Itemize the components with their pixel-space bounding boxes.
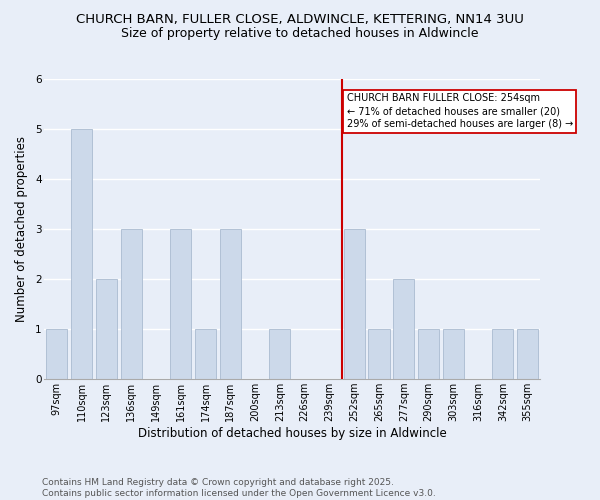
Text: CHURCH BARN, FULLER CLOSE, ALDWINCLE, KETTERING, NN14 3UU: CHURCH BARN, FULLER CLOSE, ALDWINCLE, KE… [76,12,524,26]
Bar [368,329,389,379]
Bar [220,229,241,379]
Text: CHURCH BARN FULLER CLOSE: 254sqm
← 71% of detached houses are smaller (20)
29% o: CHURCH BARN FULLER CLOSE: 254sqm ← 71% o… [347,93,573,130]
Bar [195,329,216,379]
Bar [517,329,538,379]
Bar [344,229,365,379]
Text: Contains HM Land Registry data © Crown copyright and database right 2025.
Contai: Contains HM Land Registry data © Crown c… [42,478,436,498]
Bar [170,229,191,379]
Text: Size of property relative to detached houses in Aldwincle: Size of property relative to detached ho… [121,28,479,40]
Bar [443,329,464,379]
Bar [269,329,290,379]
Bar [418,329,439,379]
Bar [493,329,514,379]
Bar [96,279,117,379]
Y-axis label: Number of detached properties: Number of detached properties [15,136,28,322]
Bar [393,279,415,379]
X-axis label: Distribution of detached houses by size in Aldwincle: Distribution of detached houses by size … [138,427,446,440]
Bar [71,129,92,379]
Bar [121,229,142,379]
Bar [46,329,67,379]
